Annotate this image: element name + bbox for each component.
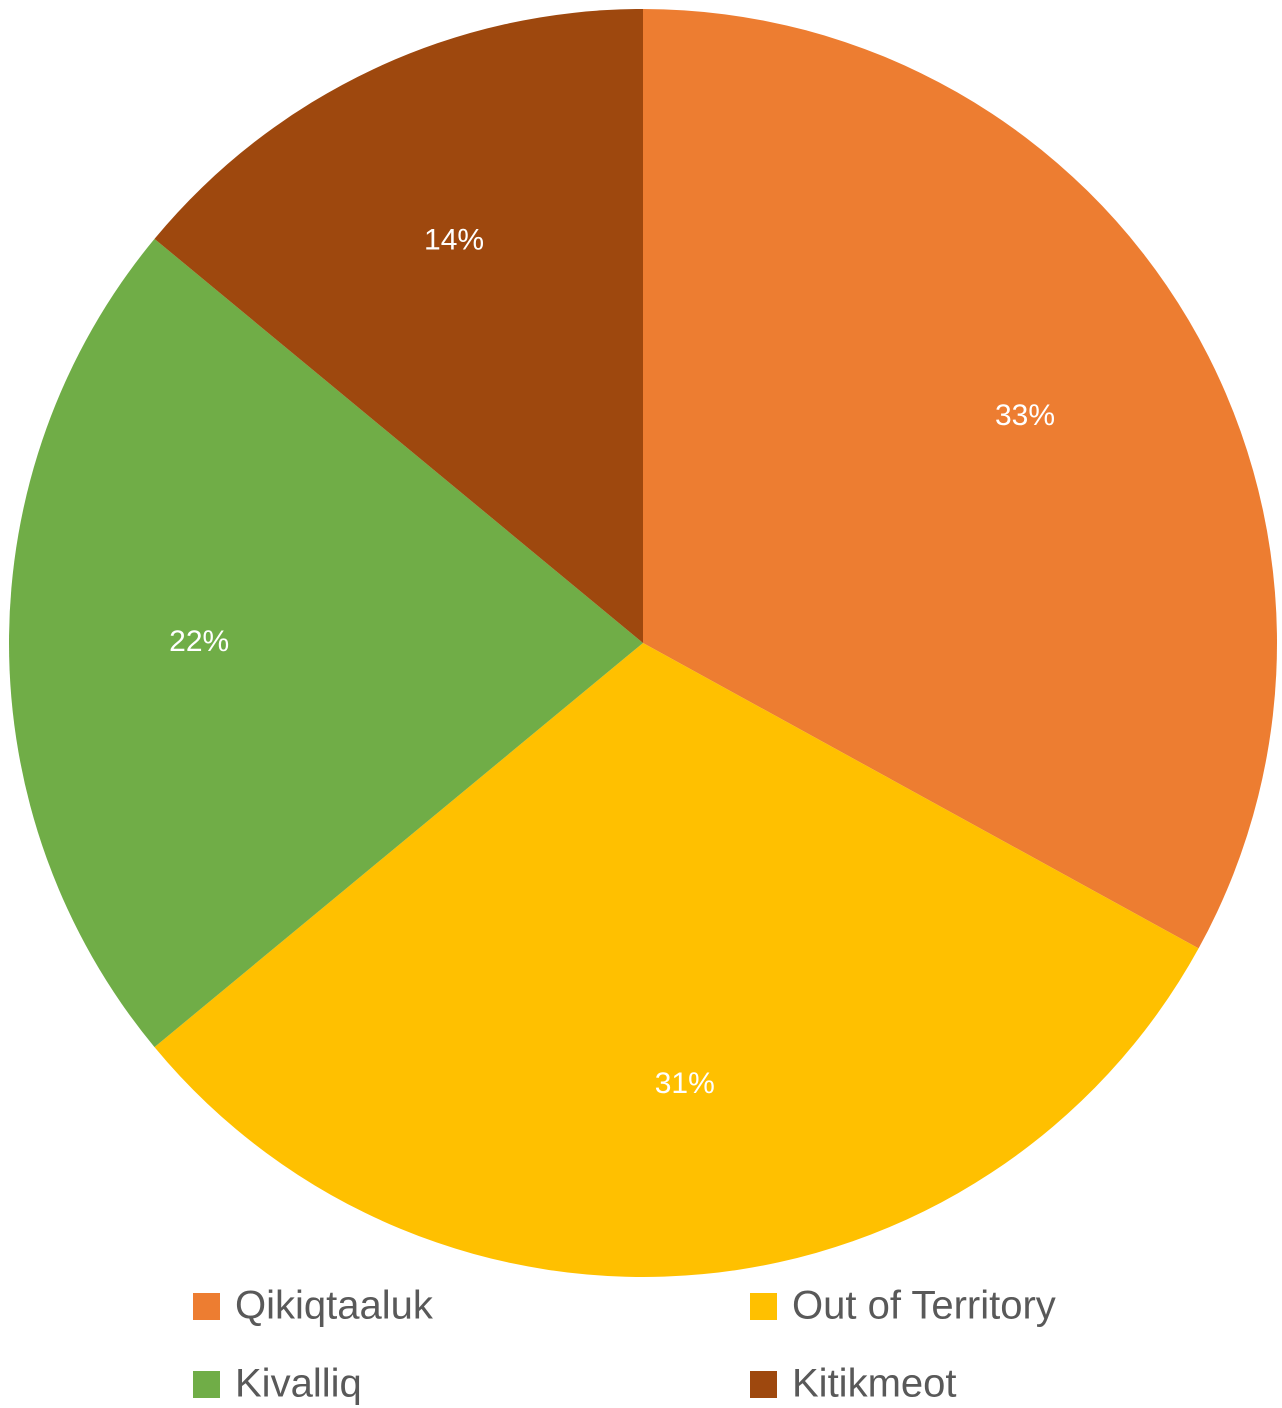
legend-swatch <box>750 1371 777 1398</box>
pie-slice <box>154 9 643 643</box>
legend-swatch <box>193 1293 220 1320</box>
pie-slice <box>8 238 643 1048</box>
legend-swatch <box>193 1371 220 1398</box>
legend-swatch <box>750 1293 777 1320</box>
pie-slice <box>154 643 1199 1277</box>
data-label: 33% <box>995 399 1055 432</box>
legend-label: Out of Territory <box>792 1284 1056 1328</box>
data-label: 22% <box>169 625 229 658</box>
data-label: 31% <box>655 1067 715 1100</box>
data-label: 14% <box>424 223 484 256</box>
legend-label: Kivalliq <box>235 1362 362 1406</box>
legend-label: Kitikmeot <box>792 1362 957 1406</box>
pie-slice <box>643 9 1278 949</box>
legend-label: Qikiqtaaluk <box>235 1284 434 1328</box>
